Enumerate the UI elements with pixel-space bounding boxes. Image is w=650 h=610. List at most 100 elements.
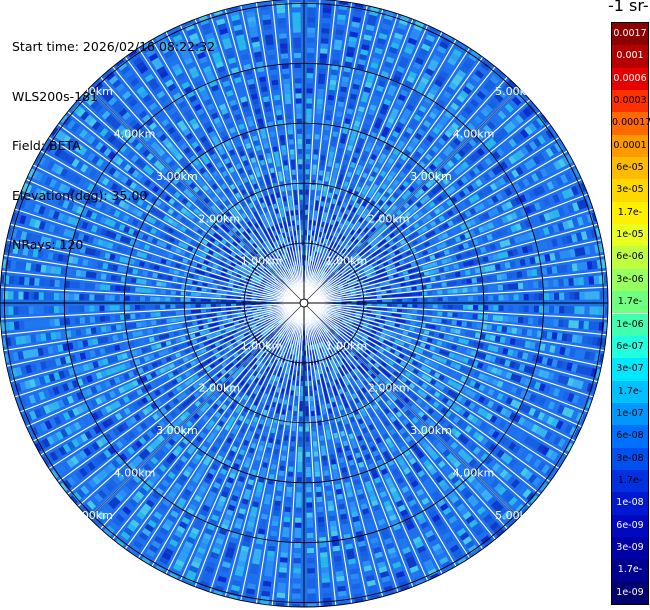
range-gate <box>275 439 281 445</box>
range-gate <box>257 291 263 294</box>
range-gate <box>371 541 380 549</box>
range-gate <box>231 445 238 453</box>
range-gate <box>320 552 328 558</box>
range-gate <box>256 348 262 353</box>
range-gate <box>306 487 312 493</box>
range-gate <box>164 428 172 436</box>
range-gate <box>189 394 196 402</box>
range-gate <box>240 398 247 405</box>
range-gate <box>259 402 264 409</box>
range-gate <box>109 402 117 411</box>
range-gate <box>262 382 268 388</box>
range-gate <box>179 521 188 530</box>
range-gate <box>298 335 301 341</box>
range-gate <box>246 352 252 358</box>
range-gate <box>128 498 138 508</box>
range-gate <box>327 337 332 343</box>
range-gate <box>251 325 257 329</box>
range-gate <box>51 469 59 479</box>
range-gate <box>258 327 264 332</box>
range-gate <box>297 467 302 473</box>
range-gate <box>162 417 170 425</box>
range-gate <box>385 542 395 550</box>
range-gate <box>57 464 67 474</box>
range-gate <box>436 404 444 411</box>
range-gate <box>324 362 328 368</box>
range-gate <box>119 235 127 243</box>
range-gate <box>325 366 330 373</box>
range-gate <box>353 479 361 486</box>
range-gate <box>309 345 311 351</box>
range-gate <box>191 352 198 358</box>
range-gate <box>261 508 269 515</box>
range-gate <box>261 358 267 364</box>
range-gate <box>129 416 137 425</box>
range-gate <box>227 477 234 484</box>
range-gate <box>313 446 318 452</box>
range-gate <box>376 303 383 307</box>
range-gate <box>242 422 249 430</box>
range-gate <box>266 282 272 286</box>
range-gate <box>224 324 230 328</box>
range-gate <box>287 379 291 385</box>
range-gate <box>217 420 225 427</box>
range-gate <box>468 519 478 528</box>
range-gate <box>343 318 349 322</box>
range-gate <box>170 246 177 252</box>
range-gate <box>427 304 433 309</box>
range-gate <box>368 532 377 539</box>
range-gate <box>3 290 9 300</box>
range-gate <box>241 337 247 342</box>
range-gate <box>177 358 185 365</box>
range-gate <box>323 351 327 357</box>
range-gate <box>279 313 285 317</box>
range-gate <box>429 467 438 476</box>
range-gate <box>157 273 163 279</box>
range-gate <box>69 293 75 301</box>
range-gate <box>402 546 411 555</box>
range-gate <box>271 459 278 465</box>
range-gate <box>179 550 189 558</box>
range-gate <box>222 282 229 286</box>
range-gate <box>455 553 465 562</box>
range-gate <box>278 475 284 482</box>
range-gate <box>435 475 444 484</box>
range-gate <box>206 472 214 480</box>
range-gate <box>416 488 425 497</box>
range-gate <box>50 332 57 340</box>
range-gate <box>421 414 429 422</box>
range-gate <box>277 360 281 367</box>
range-gate <box>562 391 570 401</box>
range-gate <box>585 366 593 377</box>
range-gate <box>263 340 269 346</box>
range-gate <box>369 333 375 338</box>
range-gate <box>398 458 406 466</box>
range-gate <box>155 487 164 496</box>
range-gate <box>375 315 381 319</box>
range-gate <box>416 362 423 369</box>
range-gate <box>408 527 418 535</box>
range-gate <box>255 332 261 337</box>
range-gate <box>242 290 248 294</box>
range-gate <box>377 441 385 449</box>
range-gate <box>313 456 319 462</box>
range-gate <box>261 322 267 327</box>
range-gate <box>266 299 272 301</box>
range-gate <box>226 546 235 554</box>
range-gate <box>538 383 546 392</box>
range-gate <box>432 304 438 309</box>
range-gate <box>273 290 279 293</box>
range-gate <box>136 251 143 258</box>
range-gate <box>241 293 247 297</box>
range-gate <box>224 400 231 407</box>
range-gate <box>3 322 10 331</box>
range-gate <box>252 364 258 370</box>
range-gate <box>443 350 450 357</box>
range-gate <box>222 286 228 290</box>
range-gate <box>62 383 70 392</box>
range-gate <box>321 335 325 341</box>
range-gate <box>159 232 166 239</box>
range-gate <box>345 342 351 347</box>
range-gate <box>239 279 245 283</box>
range-gate <box>181 365 188 371</box>
